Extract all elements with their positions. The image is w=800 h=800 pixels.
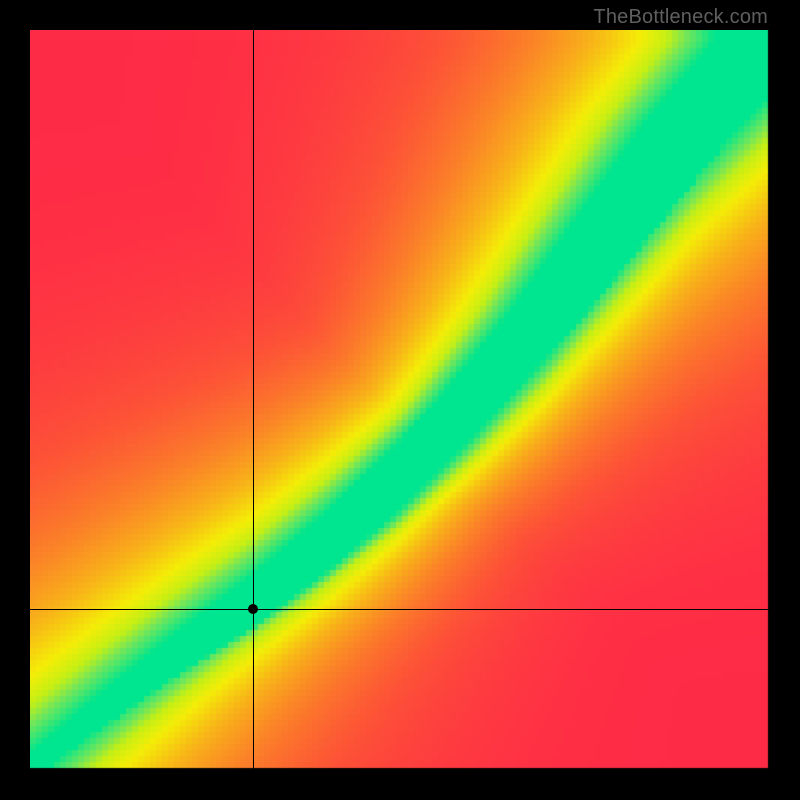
heatmap-canvas — [30, 30, 770, 770]
watermark-text: TheBottleneck.com — [593, 6, 768, 29]
marker-dot — [248, 604, 258, 614]
heatmap-plot — [30, 30, 770, 770]
crosshair-vertical — [253, 30, 254, 770]
crosshair-horizontal — [30, 609, 770, 610]
